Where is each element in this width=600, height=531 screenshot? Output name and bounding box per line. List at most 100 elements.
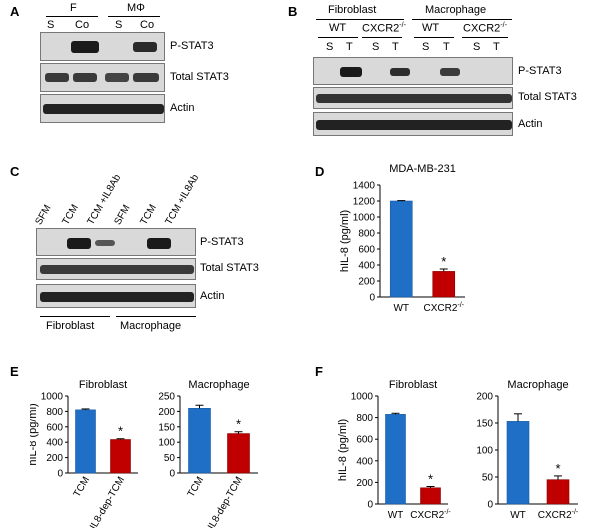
chart-title: Fibroblast: [389, 379, 437, 391]
blot-row-label: P-STAT3: [200, 236, 244, 248]
lane-label: Co: [75, 19, 90, 31]
y-tick-label: 0: [369, 293, 375, 304]
x-category-label: CXCR2-/-: [410, 509, 451, 521]
blot-band: [440, 68, 460, 76]
blot-a-actin: [40, 94, 165, 123]
lane-label: S: [115, 19, 123, 31]
blot-row-label: P-STAT3: [170, 40, 214, 52]
x-category-label: CXCR2-/-: [423, 302, 464, 314]
y-tick-label: 1000: [351, 392, 374, 403]
bar: [75, 409, 96, 474]
blot-b-pstat3: [313, 57, 513, 85]
blot-band: [73, 73, 97, 82]
group-label-macrophage: MΦ: [127, 2, 145, 14]
lane-label: T: [493, 41, 500, 53]
panel-letter-c: C: [10, 164, 20, 179]
category-superscript: -/-: [572, 509, 579, 516]
chart-e-fibroblast: Fibroblast hIL-8 (pg/ml) 0 200 400 600 800 1000…: [30, 379, 138, 528]
lane-label: T: [392, 41, 399, 53]
y-tick-label: 0: [367, 500, 373, 511]
y-tick-label: 400: [356, 456, 373, 467]
y-tick-label: 0: [57, 469, 63, 480]
significance-star: *: [428, 472, 433, 487]
group-line: [412, 19, 512, 20]
lane-label: S: [372, 41, 380, 53]
panel-letter-d: D: [315, 164, 325, 179]
blot-c-actin: [36, 284, 196, 308]
significance-star: *: [118, 424, 123, 439]
blot-row-label: Actin: [170, 102, 195, 114]
blot-b-total: [313, 87, 513, 109]
group-line: [46, 16, 98, 17]
subgroup-line: [414, 37, 454, 38]
blot-row-label: Total STAT3: [200, 262, 259, 274]
y-tick-label: 200: [358, 277, 375, 288]
x-category-label: IL8-dep-TCM: [206, 475, 245, 528]
panel-letter-a: A: [10, 4, 20, 19]
bar: [389, 200, 413, 298]
y-tick-label: 50: [164, 453, 176, 464]
chart-d: MDA-MB-231 hIL-8 (pg/ml) 0 200 400 600 800 1000…: [339, 163, 465, 314]
lane-label: SFM: [112, 203, 133, 227]
bar: [110, 439, 131, 474]
blot-band: [43, 104, 164, 114]
x-category-label: TCM: [186, 475, 206, 499]
y-tick-label: 1000: [41, 392, 64, 403]
y-tick-label: 600: [358, 245, 375, 256]
lane-label: Co: [140, 19, 155, 31]
x-category-label: WT: [510, 510, 526, 521]
group-label-macrophage: Macrophage: [425, 4, 487, 16]
group-label-macrophage: Macrophage: [120, 320, 182, 332]
subgroup-label: CXCR2-/-: [362, 22, 406, 35]
blot-band: [316, 94, 512, 103]
blot-b-actin: [313, 112, 513, 136]
category-superscript: -/-: [444, 509, 451, 516]
x-category-label: IL8-dep-TCM: [88, 475, 127, 528]
blot-band: [67, 238, 91, 249]
chart-title: Macrophage: [188, 379, 249, 391]
significance-star: *: [555, 461, 560, 476]
blot-band: [147, 238, 171, 249]
y-tick-label: 1200: [353, 197, 376, 208]
lane-label: TCM: [138, 202, 159, 227]
superscript: -/-: [500, 22, 507, 29]
chart-title: Macrophage: [507, 379, 568, 391]
y-tick-label: 0: [169, 469, 175, 480]
x-category-label: CXCR2-/-: [538, 509, 579, 521]
subgroup-line: [462, 37, 508, 38]
group-line: [108, 16, 160, 17]
bar: [420, 487, 441, 505]
lane-label: T: [443, 41, 450, 53]
lane-label: S: [47, 19, 55, 31]
y-tick-label: 600: [356, 435, 373, 446]
subgroup-label: CXCR2-/-: [463, 22, 507, 35]
superscript: -/-: [399, 22, 406, 29]
y-tick-label: 400: [358, 261, 375, 272]
panel-letter-b: B: [288, 4, 298, 19]
blot-row-label: Actin: [518, 118, 543, 130]
y-tick-label: 800: [46, 407, 63, 418]
bar: [546, 479, 570, 505]
bar: [506, 421, 530, 505]
y-axis-label: hIL-8 (pg/ml): [339, 210, 351, 272]
y-tick-label: 150: [476, 419, 493, 430]
chart-title: Fibroblast: [79, 379, 127, 391]
chart-e-macrophage: Macrophage 0 50 100 150 200 250 TCM * IL8-dep-TCM: [158, 379, 258, 528]
y-tick-label: 50: [482, 473, 494, 484]
blot-a-pstat3: [40, 32, 165, 61]
blot-band: [95, 240, 115, 246]
significance-star: *: [236, 417, 241, 432]
y-tick-label: 400: [46, 438, 63, 449]
y-tick-label: 600: [46, 422, 63, 433]
group-label-f: F: [70, 2, 77, 14]
y-tick-label: 100: [476, 446, 493, 457]
x-category-label: WT: [393, 303, 409, 314]
x-category-label: TCM: [72, 475, 92, 499]
y-tick-label: 200: [158, 407, 175, 418]
group-line: [316, 19, 404, 20]
lane-label: S: [326, 41, 334, 53]
panel-letter-f: F: [315, 364, 323, 379]
blot-band: [340, 67, 362, 77]
significance-star: *: [441, 254, 446, 269]
blot-band: [40, 265, 194, 274]
